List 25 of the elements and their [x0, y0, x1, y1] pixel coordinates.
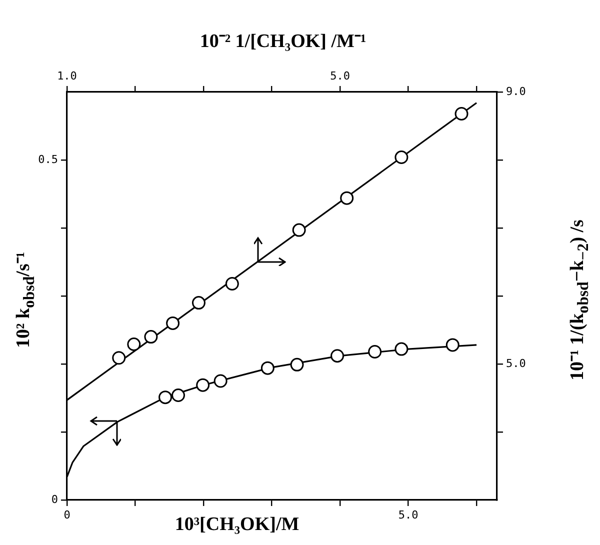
point: [225, 277, 239, 291]
y-tick-label: 0.5: [38, 152, 58, 166]
x-axis-title: 10⁻² 1/[CH₃OK] /M⁻¹: [200, 30, 366, 53]
point: [127, 338, 141, 352]
x-axis-title: 10³[CH₃OK]/M: [174, 514, 300, 536]
point: [144, 330, 158, 344]
point: [112, 351, 126, 365]
x-tick-label: 1.0: [57, 69, 77, 82]
y-tick-label: 9.0: [506, 84, 526, 98]
point: [214, 374, 228, 388]
point: [394, 342, 408, 356]
point: [166, 316, 180, 330]
point: [446, 338, 460, 352]
point: [454, 107, 468, 121]
point: [330, 349, 344, 363]
point: [158, 390, 172, 404]
point: [196, 378, 210, 392]
point: [394, 150, 408, 164]
point: [192, 296, 206, 310]
point: [290, 358, 304, 372]
point: [172, 388, 186, 402]
point: [260, 361, 274, 375]
point: [340, 191, 354, 205]
point: [368, 345, 382, 359]
point: [292, 223, 306, 237]
